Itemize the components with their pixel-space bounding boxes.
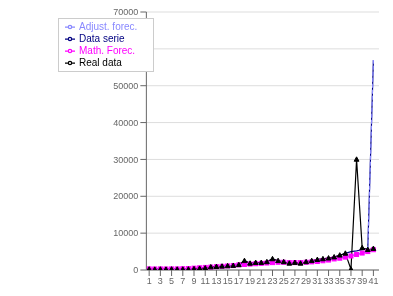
svg-text:60000: 60000 (113, 44, 138, 54)
svg-text:5: 5 (169, 276, 174, 286)
svg-text:10000: 10000 (113, 228, 138, 238)
svg-text:23: 23 (267, 276, 277, 286)
svg-text:17: 17 (234, 276, 244, 286)
svg-text:70000: 70000 (113, 7, 138, 17)
svg-text:50000: 50000 (113, 81, 138, 91)
svg-text:31: 31 (312, 276, 322, 286)
svg-text:0: 0 (133, 265, 138, 275)
svg-text:33: 33 (324, 276, 334, 286)
svg-text:25: 25 (279, 276, 289, 286)
svg-text:30000: 30000 (113, 155, 138, 165)
svg-text:20000: 20000 (113, 191, 138, 201)
svg-text:19: 19 (245, 276, 255, 286)
svg-text:1: 1 (147, 276, 152, 286)
svg-text:15: 15 (223, 276, 233, 286)
svg-text:40000: 40000 (113, 118, 138, 128)
svg-text:21: 21 (256, 276, 266, 286)
svg-text:7: 7 (180, 276, 185, 286)
svg-text:13: 13 (211, 276, 221, 286)
svg-text:41: 41 (368, 276, 378, 286)
svg-text:27: 27 (290, 276, 300, 286)
svg-text:11: 11 (201, 276, 210, 286)
svg-text:37: 37 (346, 276, 356, 286)
svg-text:29: 29 (301, 276, 311, 286)
svg-text:39: 39 (357, 276, 367, 286)
svg-text:35: 35 (335, 276, 345, 286)
svg-text:3: 3 (158, 276, 163, 286)
svg-text:9: 9 (192, 276, 197, 286)
